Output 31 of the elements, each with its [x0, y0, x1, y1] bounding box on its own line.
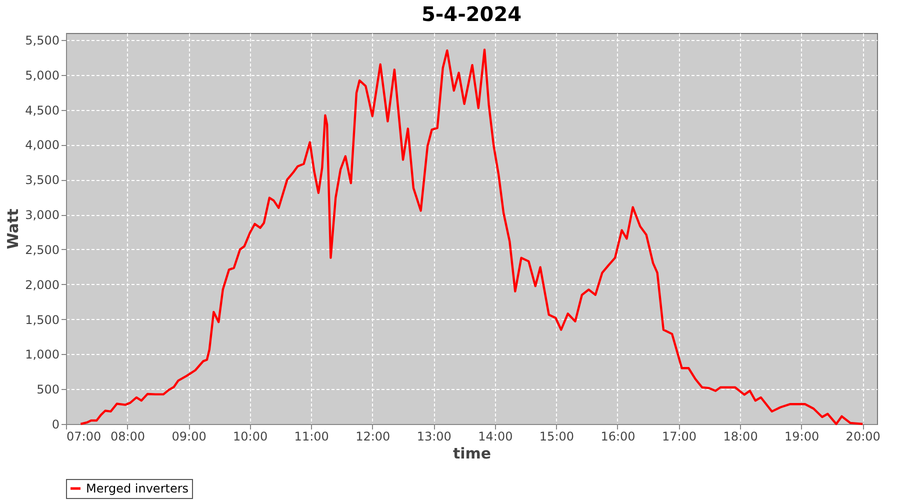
x-axis-title: time	[452, 444, 492, 462]
x-tick-label: 19:00	[784, 430, 820, 444]
x-tick-label: 08:00	[110, 430, 146, 444]
y-axis-title: Watt	[4, 208, 22, 250]
x-tick-label: 18:00	[723, 430, 758, 444]
x-tick-label: 20:00	[846, 430, 880, 444]
y-tick-label: 0	[52, 418, 60, 432]
y-tick-label: 1,500	[25, 312, 60, 327]
y-tick-label: 5,000	[25, 68, 60, 82]
x-tick-label: 09:00	[172, 430, 206, 444]
y-tick-label: 2,000	[25, 278, 60, 292]
y-tick-label: 4,500	[25, 103, 60, 118]
x-tick-label: 16:00	[600, 430, 636, 444]
x-tick-label: 17:00	[662, 430, 697, 444]
y-tick-label: 2,500	[25, 242, 60, 257]
x-tick-label: 07:00	[66, 430, 102, 444]
y-tick-label: 3,500	[25, 173, 60, 188]
x-tick-label: 11:00	[294, 430, 329, 444]
x-tick-label: 15:00	[539, 430, 574, 444]
x-tick-label: 12:00	[356, 430, 390, 444]
x-tick-label: 10:00	[233, 430, 268, 444]
line-series	[80, 48, 864, 426]
x-tick-label: 14:00	[478, 430, 513, 444]
legend-label: Merged inverters	[86, 482, 189, 496]
y-tick-label: 3,000	[25, 208, 60, 222]
y-tick-label: 1,000	[25, 348, 60, 362]
chart-title: 5-4-2024	[421, 2, 522, 26]
y-tick-label: 500	[36, 382, 60, 397]
y-tick-label: 5,500	[25, 33, 60, 48]
y-tick-label: 4,000	[25, 138, 60, 152]
x-tick-label: 13:00	[416, 430, 452, 444]
